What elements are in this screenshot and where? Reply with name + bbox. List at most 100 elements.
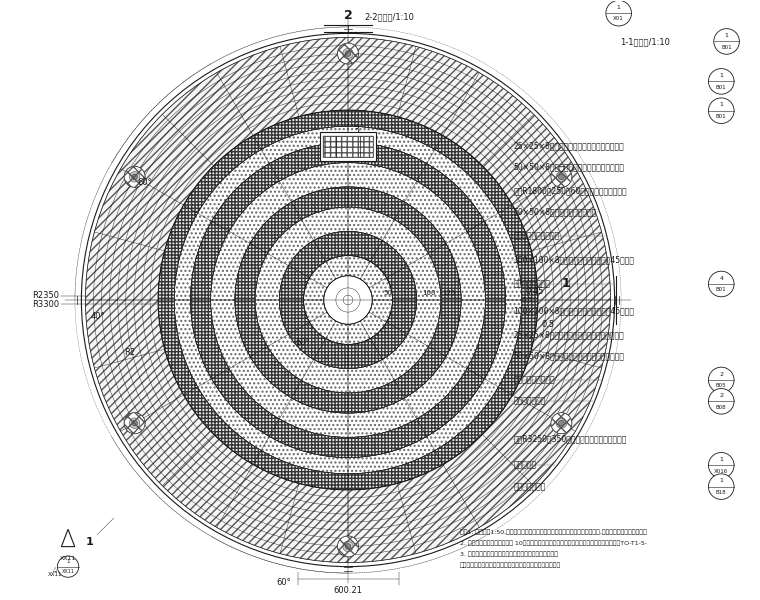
Wedge shape bbox=[280, 232, 416, 368]
Circle shape bbox=[708, 68, 734, 94]
Text: 压铸石材装大图: 压铸石材装大图 bbox=[513, 397, 546, 406]
Text: B08: B08 bbox=[716, 404, 727, 410]
Circle shape bbox=[337, 536, 359, 557]
Text: B01: B01 bbox=[721, 45, 732, 50]
Circle shape bbox=[337, 43, 359, 64]
Text: 1: 1 bbox=[719, 103, 724, 107]
Bar bbox=[323, 136, 373, 157]
Text: B18: B18 bbox=[716, 490, 727, 495]
Text: 注：1. 图纸比例1:50,所有图纸均按照标准绘制，实际施工以现场实测尺寸为准,需核实相邻接触实际做法。: 注：1. 图纸比例1:50,所有图纸均按照标准绘制，实际施工以现场实测尺寸为准,… bbox=[460, 529, 647, 535]
Text: 0.45: 0.45 bbox=[526, 287, 544, 296]
Text: R2: R2 bbox=[125, 348, 135, 357]
Text: 3: 3 bbox=[353, 125, 359, 136]
Text: 25×25×8厘贵金属底纹密马牙荣光，氟彩铝制: 25×25×8厘贵金属底纹密马牙荣光，氟彩铝制 bbox=[513, 141, 624, 150]
Text: 1-1剖截面/1:10: 1-1剖截面/1:10 bbox=[620, 37, 670, 46]
Circle shape bbox=[343, 541, 353, 551]
Text: 1: 1 bbox=[562, 277, 571, 290]
Wedge shape bbox=[191, 142, 505, 458]
Text: B01: B01 bbox=[716, 287, 727, 292]
Text: R2350: R2350 bbox=[33, 292, 59, 301]
Circle shape bbox=[714, 29, 739, 54]
Wedge shape bbox=[85, 37, 610, 563]
Text: 外框R3250、350型心厘光前贵金属，滑彩加工: 外框R3250、350型心厘光前贵金属，滑彩加工 bbox=[513, 434, 627, 443]
Text: 2: 2 bbox=[344, 9, 353, 22]
Text: 2: 2 bbox=[719, 393, 724, 398]
Circle shape bbox=[559, 421, 564, 426]
Text: 100×100×8型宣位走间密马牙荣光、45度相框: 100×100×8型宣位走间密马牙荣光、45度相框 bbox=[513, 306, 635, 315]
Text: 特此：注明此规格为水景设计效果及施工技术要求如同说明。: 特此：注明此规格为水景设计效果及施工技术要求如同说明。 bbox=[460, 563, 561, 568]
Text: B01: B01 bbox=[716, 85, 727, 89]
Text: 40°: 40° bbox=[90, 311, 105, 320]
Text: 100: 100 bbox=[422, 290, 435, 296]
Circle shape bbox=[81, 34, 615, 566]
Text: 1: 1 bbox=[66, 559, 70, 565]
Text: 50×50×8厘贵金属底纹密马牙荣光，氟彩铝制: 50×50×8厘贵金属底纹密马牙荣光，氟彩铝制 bbox=[513, 162, 624, 171]
Text: 50×50×8厘贵金属底纹密马牙荣光，氟彩铝制: 50×50×8厘贵金属底纹密马牙荣光，氟彩铝制 bbox=[513, 352, 624, 361]
Text: 2: 2 bbox=[719, 372, 724, 377]
Text: B01: B01 bbox=[716, 114, 727, 119]
Text: 60°: 60° bbox=[276, 578, 291, 587]
Wedge shape bbox=[303, 256, 392, 344]
Wedge shape bbox=[211, 163, 486, 437]
Text: 贵金属光之水木墙柜: 贵金属光之水木墙柜 bbox=[513, 376, 555, 385]
Circle shape bbox=[343, 49, 353, 59]
Text: 1: 1 bbox=[725, 33, 729, 38]
Text: 4: 4 bbox=[719, 276, 724, 281]
Circle shape bbox=[129, 172, 140, 182]
Text: 1: 1 bbox=[719, 73, 724, 78]
Circle shape bbox=[708, 367, 734, 393]
Circle shape bbox=[124, 413, 145, 434]
Circle shape bbox=[708, 98, 734, 124]
Text: 开流间温韵大样图: 开流间温韵大样图 bbox=[513, 280, 550, 289]
Text: 2. 严格按照相邻单位（一级水 10）相邻空间的施工要求（见大样图），型号不得不同：参见TO-T1-5-: 2. 严格按照相邻单位（一级水 10）相邻空间的施工要求（见大样图），型号不得不… bbox=[460, 541, 647, 546]
Circle shape bbox=[336, 288, 360, 312]
Polygon shape bbox=[62, 529, 74, 547]
Circle shape bbox=[559, 174, 564, 179]
Circle shape bbox=[556, 418, 567, 428]
Text: XX11: XX11 bbox=[62, 569, 74, 574]
Text: 100×100×8型宣位走间密马牙荣光、45度相框: 100×100×8型宣位走间密马牙荣光、45度相框 bbox=[513, 256, 635, 265]
Text: 贵金属水帘、整石打造: 贵金属水帘、整石打造 bbox=[513, 232, 559, 241]
Text: 50×50×8型宣位走间密马牙荣光: 50×50×8型宣位走间密马牙荣光 bbox=[513, 208, 597, 217]
Wedge shape bbox=[158, 110, 538, 490]
Circle shape bbox=[708, 474, 734, 499]
Circle shape bbox=[131, 174, 138, 179]
Text: △
XX11: △ XX11 bbox=[47, 566, 62, 577]
Text: 冰棱铜相图: 冰棱铜相图 bbox=[513, 461, 537, 470]
Text: 1: 1 bbox=[719, 478, 724, 484]
Text: R3300: R3300 bbox=[33, 299, 59, 308]
Text: 60°: 60° bbox=[295, 338, 310, 347]
Circle shape bbox=[708, 271, 734, 297]
Circle shape bbox=[556, 172, 567, 182]
Text: 600.21: 600.21 bbox=[334, 586, 363, 595]
Text: 60°: 60° bbox=[138, 178, 153, 187]
Circle shape bbox=[58, 556, 79, 577]
Circle shape bbox=[131, 421, 138, 426]
Text: X016: X016 bbox=[714, 469, 728, 473]
Wedge shape bbox=[235, 187, 461, 413]
Circle shape bbox=[345, 544, 351, 549]
Circle shape bbox=[606, 1, 632, 26]
Circle shape bbox=[344, 295, 353, 305]
Circle shape bbox=[324, 276, 372, 324]
Bar bbox=[320, 133, 376, 161]
Circle shape bbox=[708, 452, 734, 478]
Text: 压铸石材装大火: 压铸石材装大火 bbox=[513, 482, 546, 491]
Wedge shape bbox=[255, 207, 441, 393]
Text: 50: 50 bbox=[384, 290, 393, 296]
Text: 125: 125 bbox=[442, 290, 456, 296]
Wedge shape bbox=[174, 126, 521, 474]
Bar bbox=[323, 136, 373, 157]
Circle shape bbox=[129, 418, 140, 428]
Text: XX11: XX11 bbox=[60, 556, 76, 561]
Text: 1: 1 bbox=[719, 457, 724, 462]
Text: 1: 1 bbox=[86, 538, 93, 547]
Circle shape bbox=[551, 413, 572, 434]
Text: 0.5: 0.5 bbox=[542, 320, 555, 329]
Circle shape bbox=[551, 166, 572, 187]
Text: 25×25×8厘贵金属底纹密马牙荣光，氟彩铝制: 25×25×8厘贵金属底纹密马牙荣光，氟彩铝制 bbox=[513, 330, 624, 339]
Circle shape bbox=[708, 389, 734, 414]
Text: 0.0: 0.0 bbox=[521, 297, 533, 303]
Text: 3. 若石材规格，与设计规格不符，必须及时联系设计师，: 3. 若石材规格，与设计规格不符，必须及时联系设计师， bbox=[460, 551, 558, 557]
Circle shape bbox=[345, 51, 351, 56]
